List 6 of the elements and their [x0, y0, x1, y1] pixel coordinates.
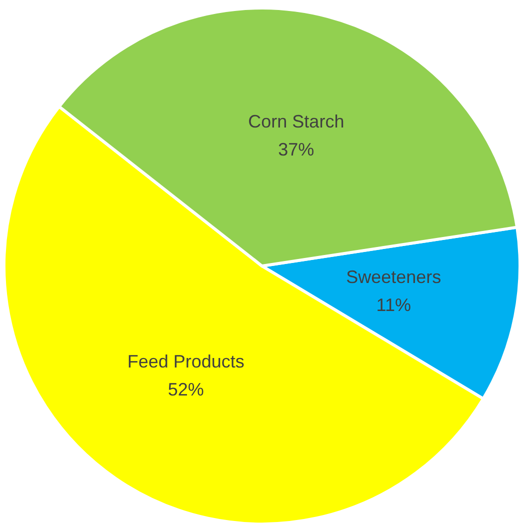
data-label: 11% — [376, 294, 411, 315]
data-label: 37% — [278, 139, 314, 160]
slice-label: Feed Products — [127, 351, 244, 372]
slice-label: Sweeteners — [346, 266, 442, 287]
data-label: 52% — [168, 379, 204, 400]
slice-label: Corn Starch — [248, 111, 344, 132]
